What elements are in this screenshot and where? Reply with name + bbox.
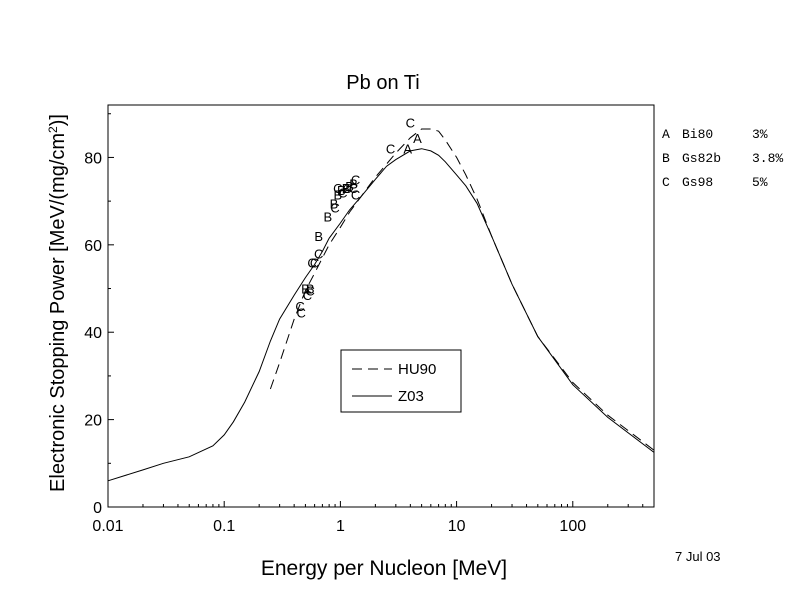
- chart-title: Pb on Ti: [346, 72, 419, 94]
- point-c-14: C: [386, 142, 395, 157]
- point-c-6: C: [314, 247, 323, 262]
- point-c-1: C: [297, 306, 306, 321]
- x-tick-label-2: 1: [336, 518, 345, 535]
- legend-label-hu90: HU90: [398, 361, 436, 378]
- point-c-5: C: [310, 255, 319, 270]
- y-tick-label-1: 20: [84, 413, 102, 430]
- annotation-source-b: Gs82b: [682, 151, 721, 166]
- annotation-source-c: Gs98: [682, 175, 713, 190]
- y-tick-label-2: 40: [84, 325, 102, 342]
- y-axis: 0 20 40 60 80: [84, 113, 114, 517]
- point-c-15: C: [406, 115, 415, 130]
- point-b-6: B: [337, 183, 346, 198]
- x-axis-label: Energy per Nucleon [MeV]: [261, 557, 507, 580]
- plot-frame: [107, 104, 655, 508]
- y-axis-label-end: )]: [47, 114, 69, 126]
- point-c-8: C: [333, 181, 342, 196]
- annotation-letter-a: A: [662, 127, 670, 142]
- series-z03-line: [107, 148, 655, 482]
- point-c-12: C: [351, 188, 360, 203]
- annotation-letter-c: C: [662, 175, 670, 190]
- annotations: A Bi80 3% B Gs82b 3.8% C Gs98 5%: [662, 127, 783, 190]
- annotation-error-b: 3.8%: [752, 151, 783, 166]
- point-c-9: C: [338, 185, 347, 200]
- point-b-7: B: [342, 181, 351, 196]
- point-b-2: B: [314, 229, 323, 244]
- point-b-5: B: [333, 188, 342, 203]
- point-c-3: C: [306, 284, 315, 299]
- point-b-0: B: [301, 282, 310, 297]
- point-c-10: C: [343, 181, 352, 196]
- y-axis-label: Electronic Stopping Power [MeV/(mg/cm2)]: [46, 114, 69, 492]
- y-tick-label-3: 60: [84, 238, 102, 255]
- point-b-3: B: [324, 209, 333, 224]
- date-stamp: 7 Jul 03: [675, 549, 721, 564]
- point-a-1: A: [413, 131, 422, 146]
- y-tick-label-0: 0: [93, 500, 102, 517]
- point-c-2: C: [303, 288, 312, 303]
- annotation-letter-b: B: [662, 151, 670, 166]
- point-b-4: B: [330, 196, 339, 211]
- point-b-9: B: [349, 177, 358, 192]
- y-axis-label-superscript: 2: [46, 126, 60, 133]
- x-axis: 0.01 0.1 1 10 100: [92, 501, 644, 535]
- x-tick-label-0: 0.01: [92, 518, 123, 535]
- point-c-13: C: [351, 172, 360, 187]
- legend-box: [340, 349, 462, 413]
- x-tick-label-3: 10: [448, 518, 466, 535]
- point-b-8: B: [345, 179, 354, 194]
- point-b-1: B: [306, 282, 315, 297]
- y-tick-label-4: 80: [84, 150, 102, 167]
- annotation-error-c: 5%: [752, 175, 768, 190]
- x-tick-label-1: 0.1: [213, 518, 235, 535]
- annotation-source-a: Bi80: [682, 127, 713, 142]
- series-hu90-line: [269, 128, 655, 451]
- point-c-4: C: [307, 255, 316, 270]
- annotation-error-a: 3%: [752, 127, 768, 142]
- legend-label-z03: Z03: [398, 388, 424, 405]
- point-c-0: C: [295, 299, 304, 314]
- point-c-11: C: [349, 181, 358, 196]
- curves: [107, 128, 655, 482]
- point-c-7: C: [330, 201, 339, 216]
- legend: HU90 Z03: [340, 349, 462, 413]
- x-tick-label-4: 100: [559, 518, 586, 535]
- y-axis-label-main: Electronic Stopping Power [MeV/(mg/cm: [47, 133, 69, 492]
- point-a-0: A: [403, 142, 412, 157]
